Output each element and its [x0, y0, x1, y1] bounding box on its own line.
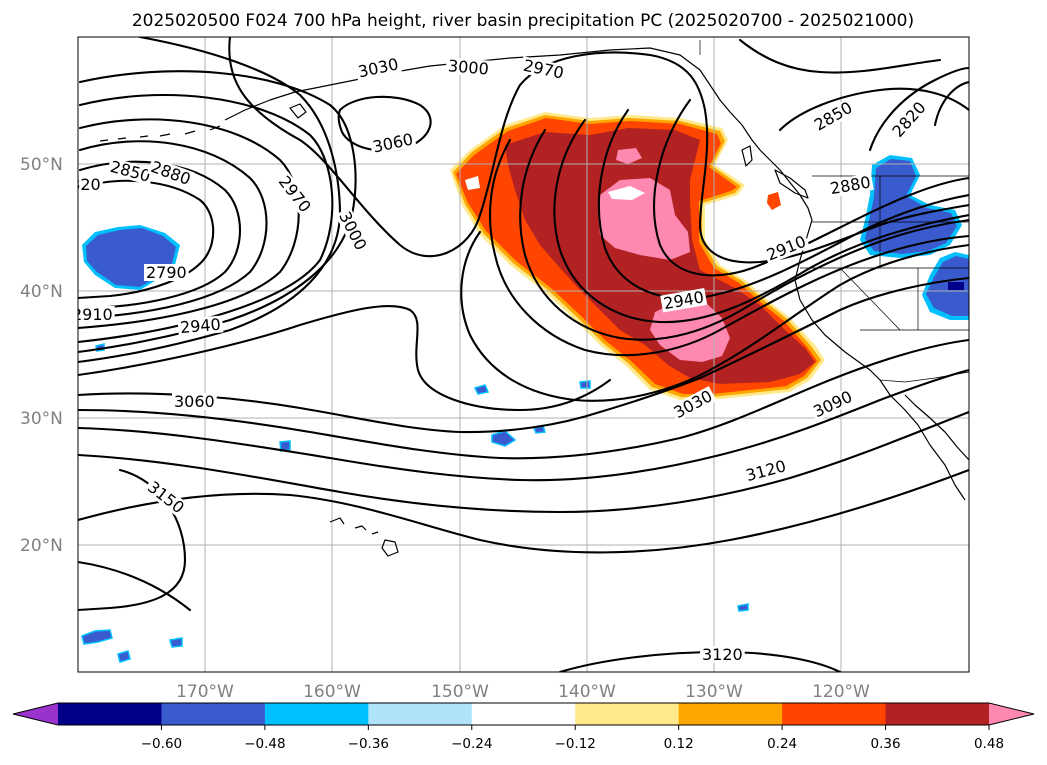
colorbar-tick-label: −0.36: [348, 736, 389, 752]
contour-label-halo: [519, 56, 568, 83]
contour-label-c2820-w: 2820: [60, 175, 101, 194]
colorbar-extend-max: [989, 703, 1034, 725]
contour-label-halo: [809, 97, 857, 135]
bc-coast: [759, 149, 813, 221]
colorbar-segment: [368, 703, 473, 725]
contour-label-c2940-w: 2940: [179, 315, 221, 337]
colorbar-segment: [678, 703, 783, 725]
blue-blob-5: [279, 440, 291, 452]
lat-label-40n: 40°N: [20, 282, 63, 302]
positive-anomaly-pink-small: [616, 148, 642, 164]
contour-label-halo: [445, 56, 492, 78]
lat-label-30n: 30°N: [20, 409, 63, 429]
colorbar-tick-label: −0.48: [244, 736, 285, 752]
contour-label-c3120-s: 3120: [702, 645, 743, 664]
contour-label-halo: [742, 456, 790, 485]
lon-label-130w: 130°W: [685, 682, 743, 702]
contour-label-halo: [887, 97, 931, 142]
white-hole-2: [465, 176, 480, 190]
contour-label-halo: [369, 130, 417, 156]
colorbar-tick-label: 0.24: [767, 736, 797, 752]
colorbar-tick-label: −0.12: [555, 736, 596, 752]
hawaii: [329, 517, 399, 557]
blue-blob-8: [169, 637, 183, 648]
contour-label-halo: [669, 386, 717, 423]
contour-label-halo: [172, 393, 217, 410]
colorbar-extend-min: [13, 703, 58, 725]
contour-label-halo: [177, 315, 224, 337]
blue-blob-7: [117, 650, 131, 663]
contour-label-halo: [143, 476, 189, 518]
map-frame: [77, 36, 970, 673]
contour-label-halo: [335, 207, 371, 255]
contour-label-halo: [78, 306, 115, 323]
blue-blob-9: [737, 603, 749, 612]
lat-label-20n: 20°N: [20, 536, 63, 556]
lon-label-150w: 150°W: [431, 682, 489, 702]
colorbar-segment: [575, 703, 680, 725]
colorbar: −0.60 −0.48 −0.36 −0.24 −0.12 0.12 0.24 0.36 0.4…: [12, 702, 1035, 752]
contour-label-halo: [146, 157, 195, 189]
negative-anomaly-ne-inner: [865, 159, 957, 254]
colorbar-segment: [58, 703, 162, 725]
colorbar-tick-label: −0.24: [451, 736, 492, 752]
contour-label-halo: [826, 173, 874, 198]
longitude-labels: 170°W 160°W 150°W 140°W 130°W 120°W: [176, 682, 870, 702]
colorbar-tick-label: 0.48: [974, 736, 1004, 752]
colorbar-outline: [12, 702, 1035, 726]
lon-label-140w: 140°W: [558, 682, 616, 702]
blue-blob-3: [473, 384, 490, 395]
colorbar-segment: [264, 703, 369, 725]
colorbar-segment: [471, 703, 576, 725]
contour-label-c3000-n: 3000: [447, 56, 489, 78]
contour-label-c2910-w: 2910: [72, 305, 113, 324]
map-content: 3030 3000 2970 3060 2850 2820 2820 2850 …: [60, 37, 969, 672]
blue-blob-6: [81, 629, 113, 645]
contour-label-halo: [106, 157, 155, 186]
contour-label-halo: [78, 176, 103, 193]
vancouver-island: [774, 169, 809, 199]
blue-blob-4: [579, 380, 591, 389]
precip-shading: [81, 112, 969, 663]
colorbar-segment: [161, 703, 266, 725]
colorbar-segment: [885, 703, 990, 725]
figure-title: 2025020500 F024 700 hPa height, river ba…: [132, 11, 914, 31]
contour-label-halo: [762, 231, 811, 265]
negative-anomaly-e-inner: [926, 256, 969, 316]
kodiak: [289, 103, 307, 119]
gridlines: [78, 37, 969, 672]
lat-label-50n: 50°N: [20, 155, 63, 175]
haida-gwaii: [741, 145, 753, 167]
lon-label-170w: 170°W: [176, 682, 234, 702]
contour-label-halo: [700, 646, 745, 663]
orange-spot: [767, 192, 781, 210]
colorbar-segment: [782, 703, 887, 725]
negative-anomaly-e-core: [948, 282, 964, 290]
latitude-labels: 50°N 40°N 30°N 20°N: [20, 155, 63, 556]
colorbar-tick-label: 0.12: [664, 736, 694, 752]
contour-label-halo: [808, 386, 857, 422]
colorbar-tick-label: 0.36: [871, 736, 901, 752]
lon-label-160w: 160°W: [303, 682, 361, 702]
contour-label-c3060-w: 3060: [174, 392, 215, 411]
contour-label-halo: [660, 288, 708, 313]
white-hole: [608, 186, 645, 200]
contour-label-c2790-w: 2790: [146, 263, 187, 282]
contour-label-halo: [144, 264, 189, 281]
contour-label-halo: [354, 54, 402, 81]
contour-label-halo: [274, 171, 316, 217]
lon-label-120w: 120°W: [812, 682, 870, 702]
baja-coast: [879, 379, 966, 501]
alaska-coast: [224, 47, 761, 151]
colorbar-tick-label: −0.60: [141, 736, 182, 752]
